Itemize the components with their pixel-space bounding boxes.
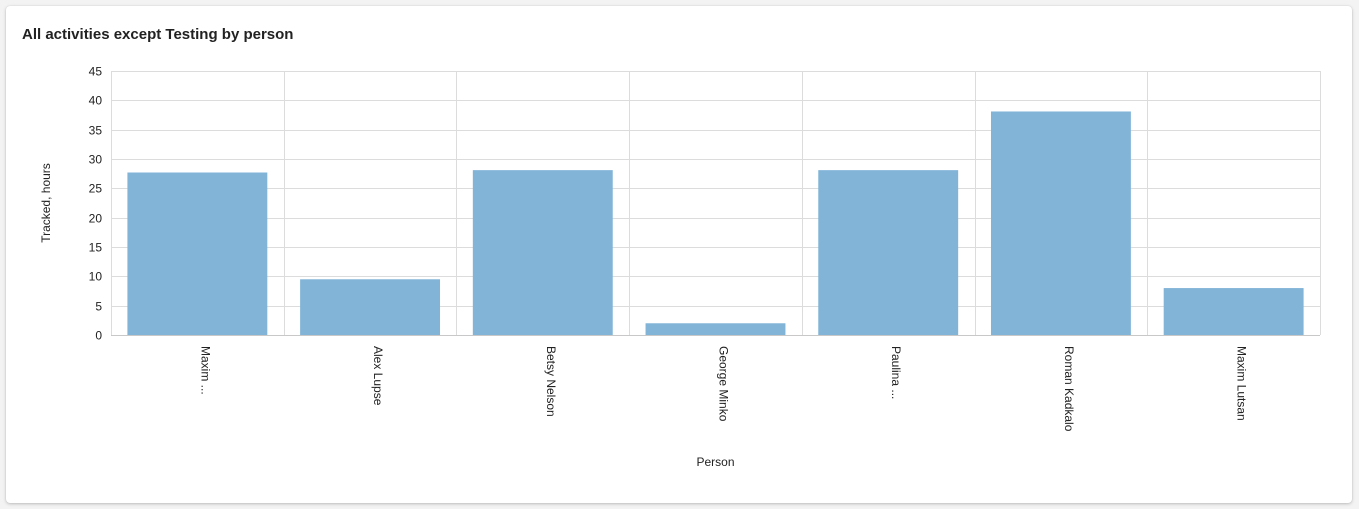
y-tick-label: 40 [89,94,103,108]
axes: 0 5 10 15 20 25 30 35 40 45 Maxim ... Alex Lupse Bet… [89,65,1320,432]
bar[interactable] [127,172,268,335]
chart-title: All activities except Testing by person [22,26,294,43]
x-tick-label: Paulina ... [889,346,903,399]
x-tick-label: Maxim ... [198,346,212,395]
y-axis-label: Tracked, hours [39,163,53,243]
y-tick-label: 35 [89,124,103,138]
y-tick-label: 10 [89,270,103,284]
x-axis-label: Person [696,455,734,469]
chart-card: All activities except Testing by person … [6,6,1352,503]
bar[interactable] [300,279,441,335]
bars [127,111,1304,335]
y-tick-label: 25 [89,182,103,196]
bar-chart: 0 5 10 15 20 25 30 35 40 45 Maxim ... Alex Lupse Bet… [39,65,1321,469]
y-tick-label: 45 [89,65,103,79]
y-tick-label: 20 [89,212,103,226]
bar[interactable] [1163,288,1304,335]
bar[interactable] [472,170,613,335]
bar[interactable] [645,323,786,335]
x-tick-label: Betsy Nelson [544,346,558,417]
bar[interactable] [818,170,959,335]
x-tick-label: Alex Lupse [371,346,385,406]
x-tick-label: George Minko [717,346,731,422]
y-tick-label: 30 [89,153,103,167]
y-tick-label: 5 [95,300,102,314]
x-tick-label: Maxim Lutsan [1235,346,1249,421]
y-tick-label: 0 [95,329,102,343]
grid-lines [111,71,1321,336]
x-tick-label: Roman Kadkalo [1062,346,1076,432]
bar[interactable] [990,111,1131,335]
y-tick-label: 15 [89,241,103,255]
